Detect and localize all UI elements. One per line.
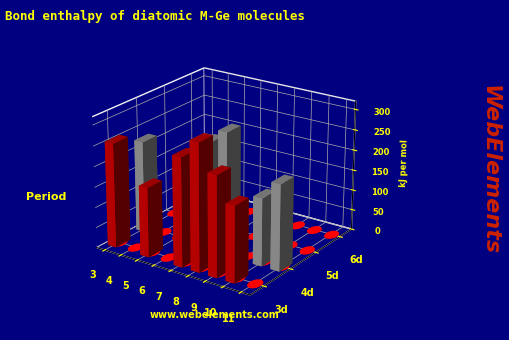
Text: www.webelements.com: www.webelements.com bbox=[149, 310, 278, 320]
Text: WebElements: WebElements bbox=[479, 85, 499, 255]
Text: Period: Period bbox=[25, 192, 66, 202]
Text: Bond enthalpy of diatomic M-Ge molecules: Bond enthalpy of diatomic M-Ge molecules bbox=[5, 10, 304, 23]
